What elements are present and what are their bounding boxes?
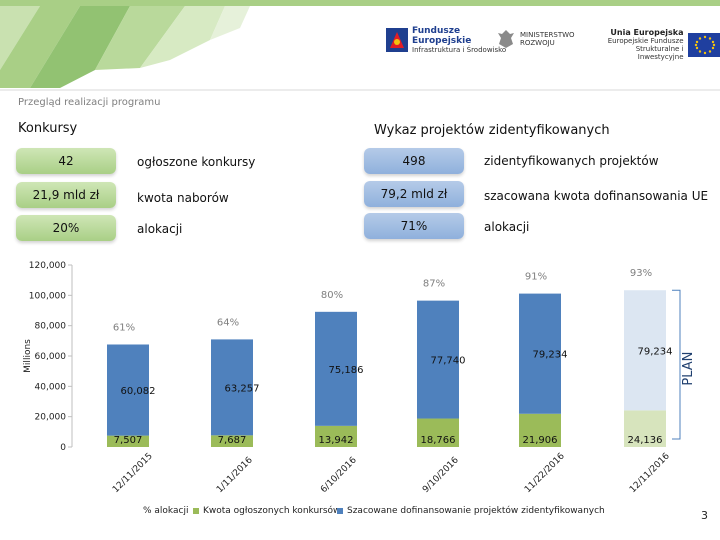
legend-blue-swatch bbox=[337, 508, 343, 514]
eu-logo: Unia Europejska Europejskie Fundusze Str… bbox=[592, 28, 720, 61]
top-accent-bar bbox=[0, 0, 720, 6]
bar-konkursy bbox=[315, 425, 357, 447]
ministry-line2: ROZWOJU bbox=[520, 39, 555, 47]
y-tick-label: 120,000 bbox=[29, 261, 66, 271]
bar-konkursy bbox=[211, 435, 253, 447]
kpi-label-konkursy: ogłoszone konkursy bbox=[137, 155, 256, 169]
kpi-value-projekty: 498 bbox=[364, 148, 464, 174]
kpi-value-alokacji: 20% bbox=[16, 215, 116, 241]
plan-label: PLAN bbox=[681, 352, 696, 386]
page-number: 3 bbox=[701, 509, 708, 522]
x-tick-label: 12/11/2015 bbox=[111, 451, 155, 495]
ministry-logo: MINISTERSTWO ROZWOJU bbox=[496, 28, 575, 50]
data-label-konkursy: 24,136 bbox=[628, 435, 663, 446]
x-tick-label: 11/22/2016 bbox=[523, 451, 567, 495]
kpi-value-dofinansowanie: 79,2 mld zł bbox=[364, 181, 464, 207]
bar-konkursy bbox=[107, 435, 149, 447]
data-label-konkursy: 7,507 bbox=[114, 435, 143, 446]
subtitle: Przegląd realizacji programu bbox=[18, 97, 161, 108]
data-label-konkursy: 18,766 bbox=[421, 435, 456, 446]
bar-szacowane bbox=[211, 339, 253, 436]
y-tick-label: 100,000 bbox=[29, 291, 66, 301]
kpi-label-alokacji-ue: alokacji bbox=[484, 220, 530, 234]
legend-alokacji-label: % alokacji bbox=[143, 506, 189, 516]
eu-line1: Unia Europejska bbox=[610, 28, 684, 37]
y-tick-label: 80,000 bbox=[35, 322, 67, 332]
plan-bracket bbox=[672, 289, 681, 440]
kpi-value-alokacji-ue: 71% bbox=[364, 213, 464, 239]
data-label-szacowane: 79,234 bbox=[533, 350, 568, 361]
eu-line2: Europejskie Fundusze bbox=[607, 37, 684, 45]
eu-line3: Strukturalne i Inwestycyjne bbox=[635, 45, 684, 61]
fe-logo-line1: Fundusze bbox=[412, 26, 461, 36]
green-fan-graphic bbox=[0, 6, 250, 88]
data-label-konkursy: 21,906 bbox=[523, 435, 558, 446]
bar-szacowane bbox=[624, 290, 666, 411]
data-label-szacowane: 79,234 bbox=[638, 346, 673, 357]
right-section-title: Wykaz projektów zidentyfikowanych bbox=[374, 123, 610, 138]
y-axis-title: Millions bbox=[23, 339, 33, 373]
eu-flag-icon bbox=[687, 32, 720, 57]
data-label-szacowane: 60,082 bbox=[121, 386, 156, 397]
kpi-label-alokacji: alokacji bbox=[137, 222, 183, 236]
legend-konkursy: Kwota ogłoszonych konkursów bbox=[193, 506, 340, 516]
x-tick-label: 6/10/2016 bbox=[319, 455, 359, 495]
data-label-alokacji: 87% bbox=[423, 279, 445, 290]
bar-szacowane bbox=[315, 311, 357, 426]
left-section-title: Konkursy bbox=[18, 121, 78, 136]
kpi-label-projekty: zidentyfikowanych projektów bbox=[484, 154, 659, 168]
header-decoration bbox=[0, 0, 720, 91]
kpi-label-kwota: kwota naborów bbox=[137, 191, 229, 205]
fundusze-europejskie-logo: Fundusze Europejskie Infrastruktura i Śr… bbox=[386, 26, 506, 54]
kpi-value-konkursy: 42 bbox=[16, 148, 116, 174]
bar-szacowane bbox=[107, 344, 149, 436]
bar-chart: 0 20,000 40,000 60,000 80,000 100,000 120,000 M… bbox=[23, 261, 696, 495]
legend-szacowane-label: Szacowane dofinansowanie projektów ziden… bbox=[347, 506, 605, 516]
y-tick-label: 60,000 bbox=[35, 352, 67, 362]
data-label-alokacji: 80% bbox=[321, 290, 343, 301]
legend-szacowane: Szacowane dofinansowanie projektów ziden… bbox=[337, 506, 605, 516]
x-tick-label: 1/11/2016 bbox=[215, 455, 255, 495]
fe-logo-line3: Infrastruktura i Środowisko bbox=[412, 46, 507, 54]
legend-konkursy-label: Kwota ogłoszonych konkursów bbox=[203, 506, 341, 516]
data-label-alokacji: 61% bbox=[113, 322, 135, 333]
legend-alokacji: % alokacji bbox=[143, 506, 188, 516]
eagle-emblem-icon bbox=[498, 30, 514, 48]
bar-konkursy bbox=[624, 410, 666, 447]
data-label-alokacji: 64% bbox=[217, 317, 239, 328]
x-tick-label: 12/11/2016 bbox=[628, 451, 672, 495]
legend-green-swatch bbox=[193, 508, 199, 514]
data-label-szacowane: 63,257 bbox=[225, 383, 260, 394]
data-label-szacowane: 77,740 bbox=[431, 356, 466, 367]
bar-konkursy bbox=[519, 413, 561, 447]
kpi-value-kwota: 21,9 mld zł bbox=[16, 182, 116, 208]
fe-star-icon bbox=[386, 28, 408, 52]
y-tick-label: 40,000 bbox=[35, 382, 67, 392]
bar-szacowane bbox=[519, 293, 561, 414]
data-label-alokacji: 91% bbox=[525, 272, 547, 283]
kpi-label-dofinansowanie: szacowana kwota dofinansowania UE bbox=[484, 189, 709, 203]
data-label-alokacji: 93% bbox=[630, 268, 652, 279]
data-label-konkursy: 7,687 bbox=[218, 435, 247, 446]
x-tick-label: 9/10/2016 bbox=[421, 455, 461, 495]
data-label-konkursy: 13,942 bbox=[319, 435, 354, 446]
ministry-line1: MINISTERSTWO bbox=[520, 31, 575, 39]
y-tick-label: 20,000 bbox=[35, 413, 67, 423]
data-label-szacowane: 75,186 bbox=[329, 365, 364, 376]
y-tick-label: 0 bbox=[60, 443, 66, 453]
bar-konkursy bbox=[417, 418, 459, 447]
fe-logo-line2: Europejskie bbox=[412, 36, 472, 46]
bar-szacowane bbox=[417, 300, 459, 419]
